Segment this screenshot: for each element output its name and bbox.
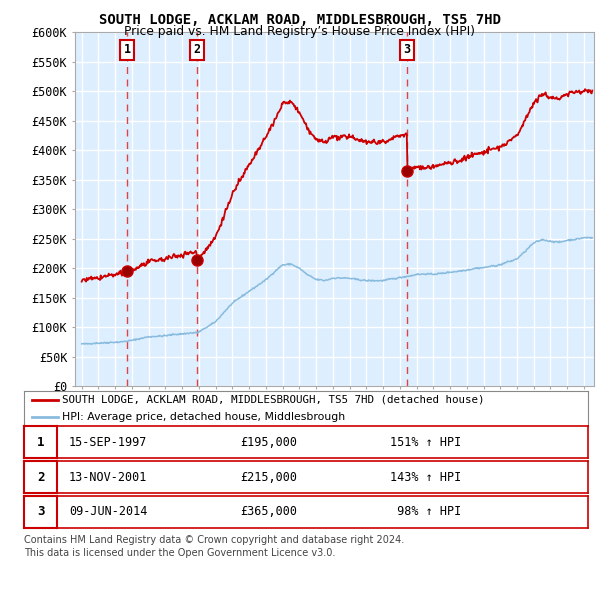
Text: 3: 3 bbox=[37, 505, 44, 519]
Text: 15-SEP-1997: 15-SEP-1997 bbox=[69, 435, 148, 449]
Text: £195,000: £195,000 bbox=[240, 435, 297, 449]
Text: 2: 2 bbox=[193, 43, 200, 56]
Text: 1: 1 bbox=[37, 435, 44, 449]
Text: 2: 2 bbox=[37, 470, 44, 484]
Text: This data is licensed under the Open Government Licence v3.0.: This data is licensed under the Open Gov… bbox=[24, 548, 335, 558]
Text: HPI: Average price, detached house, Middlesbrough: HPI: Average price, detached house, Midd… bbox=[62, 412, 346, 422]
Text: 13-NOV-2001: 13-NOV-2001 bbox=[69, 470, 148, 484]
Text: 98% ↑ HPI: 98% ↑ HPI bbox=[390, 505, 461, 519]
Text: £215,000: £215,000 bbox=[240, 470, 297, 484]
Text: 143% ↑ HPI: 143% ↑ HPI bbox=[390, 470, 461, 484]
Text: 151% ↑ HPI: 151% ↑ HPI bbox=[390, 435, 461, 449]
Text: 09-JUN-2014: 09-JUN-2014 bbox=[69, 505, 148, 519]
Text: Contains HM Land Registry data © Crown copyright and database right 2024.: Contains HM Land Registry data © Crown c… bbox=[24, 535, 404, 545]
Text: SOUTH LODGE, ACKLAM ROAD, MIDDLESBROUGH, TS5 7HD (detached house): SOUTH LODGE, ACKLAM ROAD, MIDDLESBROUGH,… bbox=[62, 395, 485, 405]
Text: SOUTH LODGE, ACKLAM ROAD, MIDDLESBROUGH, TS5 7HD: SOUTH LODGE, ACKLAM ROAD, MIDDLESBROUGH,… bbox=[99, 13, 501, 27]
Text: Price paid vs. HM Land Registry’s House Price Index (HPI): Price paid vs. HM Land Registry’s House … bbox=[125, 25, 476, 38]
Text: £365,000: £365,000 bbox=[240, 505, 297, 519]
Text: 3: 3 bbox=[404, 43, 411, 56]
Text: 1: 1 bbox=[124, 43, 131, 56]
